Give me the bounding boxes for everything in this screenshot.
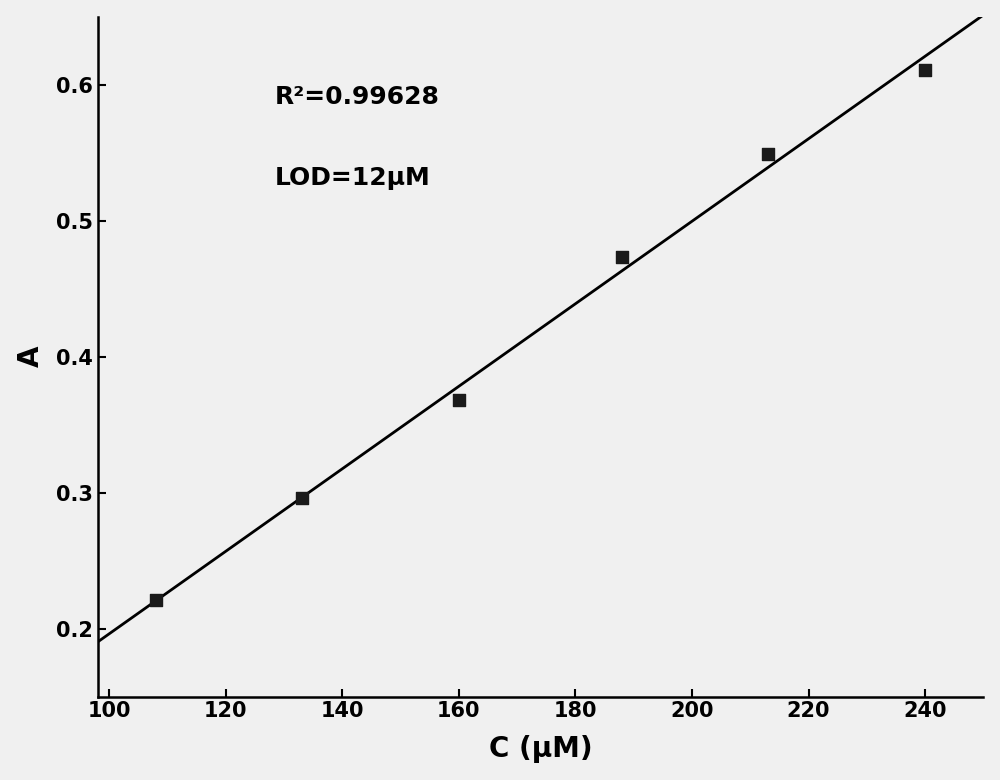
Point <box>148 594 164 606</box>
Point <box>760 147 776 160</box>
Point <box>451 394 467 406</box>
Point <box>917 63 933 76</box>
Point <box>294 492 310 505</box>
Text: LOD=12μM: LOD=12μM <box>275 166 431 190</box>
Point <box>614 251 630 264</box>
Text: R²=0.99628: R²=0.99628 <box>275 85 440 108</box>
X-axis label: C (μM): C (μM) <box>489 736 592 764</box>
Y-axis label: A: A <box>17 346 45 367</box>
